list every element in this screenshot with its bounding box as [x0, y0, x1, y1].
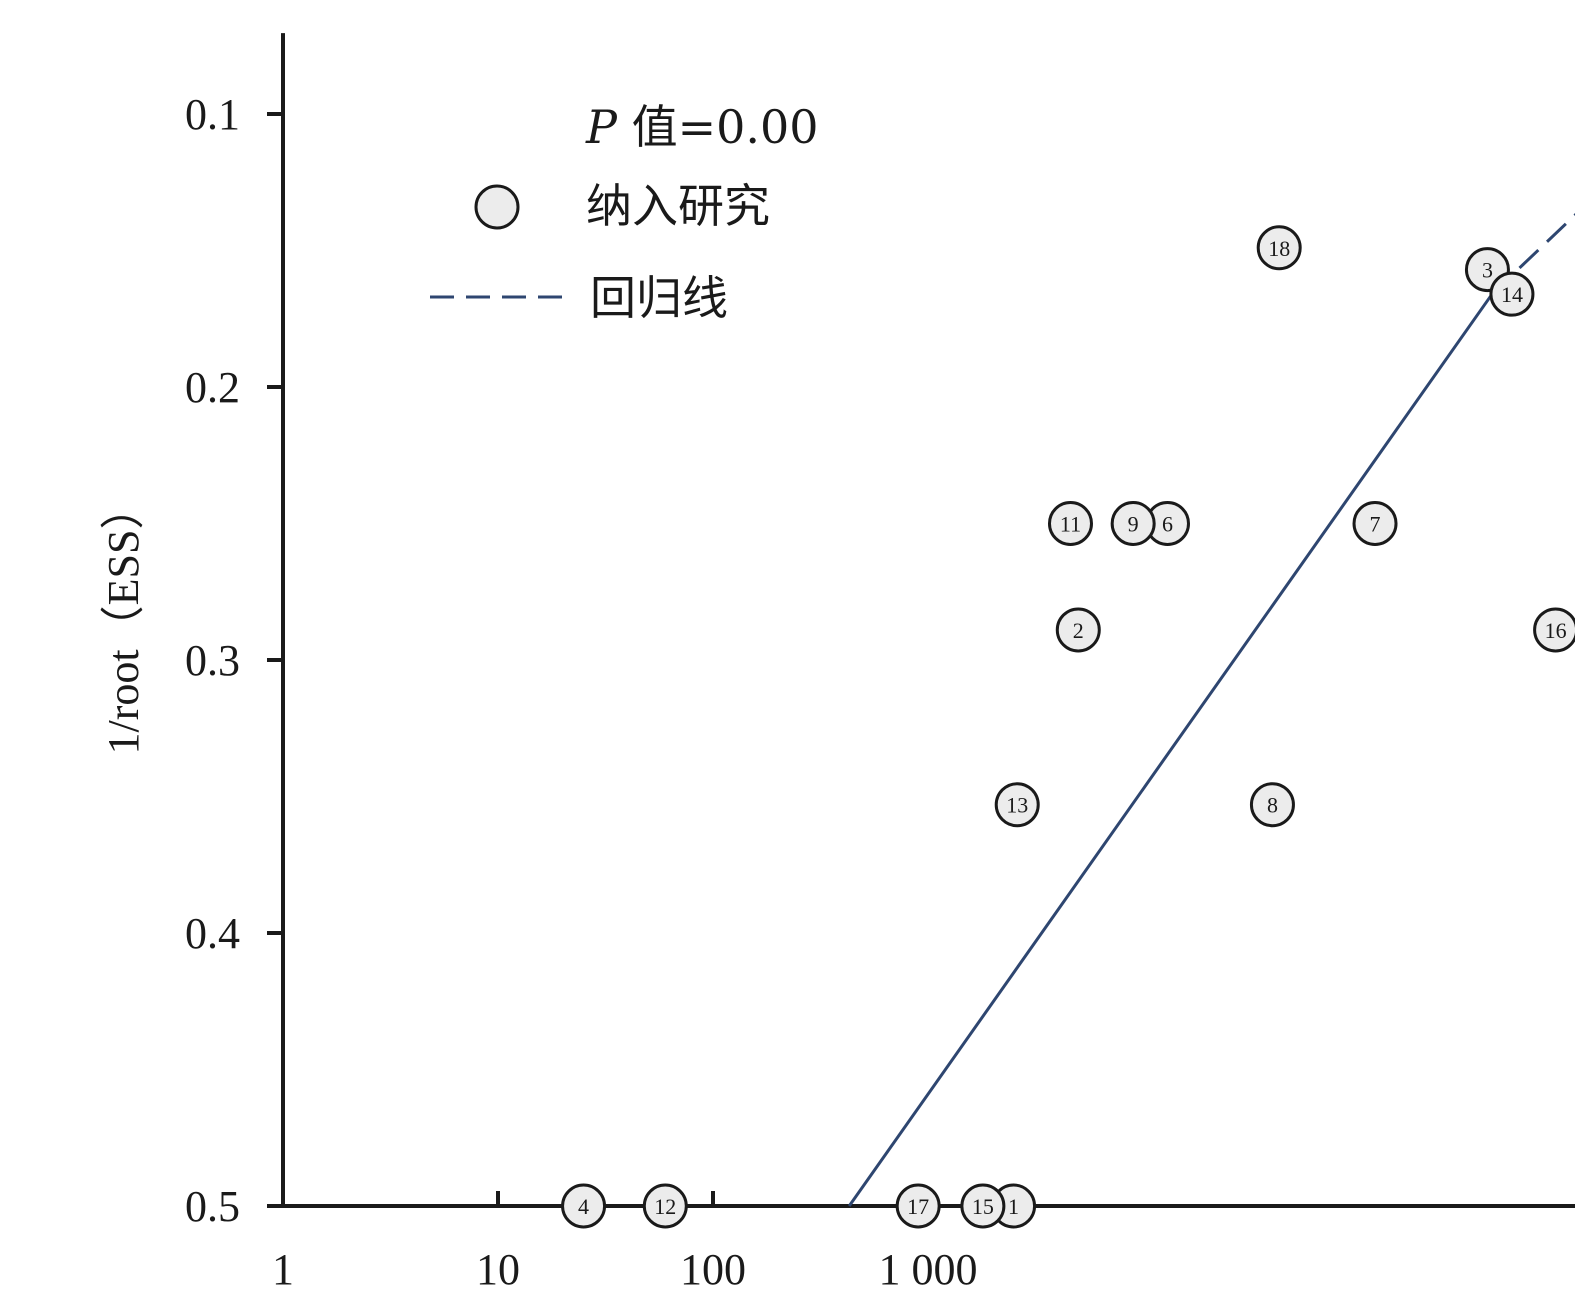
study-point-label: 9	[1128, 512, 1139, 537]
study-point-label: 1	[1008, 1194, 1019, 1219]
y-tick-label: 0.4	[185, 909, 240, 958]
study-point-label: 11	[1060, 512, 1081, 537]
regression-line-dashed	[1490, 213, 1575, 296]
legend-pvalue: P 值=0.00	[585, 100, 819, 154]
legend-circle-marker	[474, 184, 520, 230]
legend-label-studies: 纳入研究	[586, 179, 770, 233]
study-point-marker	[1352, 501, 1398, 546]
study-point-2: 2	[1055, 607, 1101, 653]
y-tick-label: 0.5	[185, 1182, 240, 1231]
regression-line-layer	[847, 213, 1575, 1207]
study-point-marker	[1533, 607, 1575, 653]
axes: 0.1 0.2 0.3 0.4 0.5 1 10 100 1 000 1/root（ESS）	[99, 33, 1575, 1294]
regression-line-solid	[847, 293, 1494, 1207]
study-point-marker	[1249, 782, 1295, 828]
study-point-label: 15	[972, 1194, 994, 1219]
x-tick-label: 1	[272, 1245, 294, 1294]
study-point-9: 9	[1110, 501, 1156, 546]
study-point-marker	[642, 1183, 688, 1229]
y-axis-title: 1/root（ESS）	[99, 486, 148, 755]
study-point-17: 17	[895, 1183, 941, 1229]
study-point-label: 17	[907, 1194, 929, 1219]
study-point-marker	[1489, 271, 1535, 317]
legend: P 值=0.00 纳入研究 回归线	[430, 100, 819, 325]
study-point-16: 16	[1533, 607, 1575, 653]
y-tick-label: 0.2	[185, 363, 240, 412]
study-point-18: 18	[1256, 225, 1302, 271]
study-point-7: 7	[1352, 501, 1398, 546]
study-point-label: 4	[578, 1194, 589, 1219]
study-point-marker	[561, 1183, 607, 1229]
study-point-marker	[1256, 225, 1302, 271]
y-tick-label: 0.1	[185, 90, 240, 139]
x-tick-label: 100	[680, 1245, 746, 1294]
legend-pvalue-p: P	[585, 100, 618, 154]
study-point-label: 6	[1162, 512, 1173, 537]
study-point-marker	[895, 1183, 941, 1229]
study-point-label: 18	[1268, 236, 1290, 261]
study-point-label: 12	[654, 1194, 676, 1219]
study-point-marker	[1047, 501, 1093, 546]
legend-pvalue-text: 值=0.00	[617, 100, 819, 154]
study-point-15: 15	[960, 1183, 1006, 1229]
study-point-label: 7	[1370, 512, 1381, 537]
study-point-label: 8	[1267, 793, 1278, 818]
study-point-label: 14	[1501, 282, 1523, 307]
study-point-label: 2	[1073, 618, 1084, 643]
study-point-13: 13	[994, 782, 1040, 828]
study-point-marker	[1055, 607, 1101, 653]
study-point-12: 12	[642, 1183, 688, 1229]
study-point-marker	[994, 782, 1040, 828]
study-point-14: 14	[1489, 271, 1535, 317]
study-point-11: 11	[1047, 501, 1093, 546]
x-tick-label: 10	[476, 1245, 520, 1294]
study-point-4: 4	[561, 1183, 607, 1229]
study-point-8: 8	[1249, 782, 1295, 828]
legend-label-regression: 回归线	[590, 271, 728, 325]
y-tick-label: 0.3	[185, 636, 240, 685]
study-point-label: 16	[1545, 618, 1567, 643]
study-point-marker	[960, 1183, 1006, 1229]
study-points-layer: 123456789101112131415161718	[561, 225, 1575, 1229]
x-tick-label: 1 000	[879, 1245, 978, 1294]
study-point-marker	[1110, 501, 1156, 546]
study-point-label: 13	[1006, 793, 1028, 818]
study-point-label: 3	[1482, 258, 1493, 283]
